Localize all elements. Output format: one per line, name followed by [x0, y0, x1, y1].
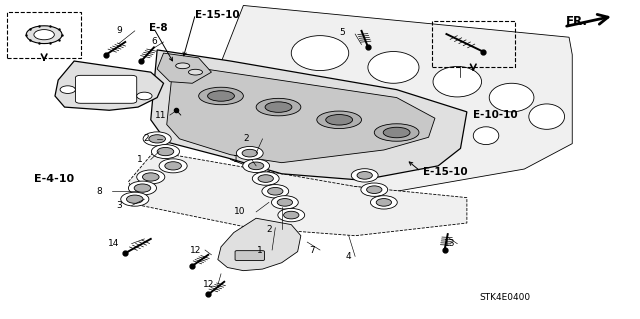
- Text: 11: 11: [155, 111, 166, 120]
- Ellipse shape: [434, 110, 462, 129]
- Ellipse shape: [256, 98, 301, 116]
- Circle shape: [134, 184, 151, 192]
- Circle shape: [252, 172, 279, 185]
- Ellipse shape: [273, 131, 296, 147]
- Circle shape: [60, 86, 76, 93]
- Ellipse shape: [383, 94, 411, 114]
- Text: E-8: E-8: [150, 23, 168, 33]
- Circle shape: [137, 92, 152, 100]
- Polygon shape: [157, 53, 211, 83]
- FancyBboxPatch shape: [76, 75, 137, 103]
- Ellipse shape: [317, 111, 362, 129]
- Circle shape: [357, 172, 372, 179]
- Circle shape: [277, 198, 292, 206]
- Ellipse shape: [326, 115, 353, 125]
- Polygon shape: [151, 50, 467, 180]
- Text: 3: 3: [116, 201, 122, 210]
- Text: E-4-10: E-4-10: [34, 174, 74, 183]
- Text: 1: 1: [233, 155, 239, 164]
- Ellipse shape: [368, 51, 419, 83]
- Text: E-15-10: E-15-10: [195, 10, 240, 20]
- Ellipse shape: [296, 110, 319, 126]
- Text: E-10-10: E-10-10: [473, 110, 518, 120]
- Circle shape: [129, 181, 157, 195]
- Text: 4: 4: [346, 252, 351, 261]
- Text: 5: 5: [339, 28, 345, 37]
- Text: 8: 8: [97, 187, 102, 196]
- Text: 7: 7: [310, 246, 316, 255]
- Circle shape: [127, 195, 143, 203]
- Circle shape: [361, 183, 388, 196]
- Circle shape: [262, 185, 289, 198]
- Circle shape: [242, 149, 257, 157]
- Circle shape: [152, 145, 179, 159]
- Text: 14: 14: [108, 239, 120, 248]
- Circle shape: [143, 173, 159, 181]
- Ellipse shape: [291, 36, 349, 70]
- Text: FR.: FR.: [566, 15, 588, 28]
- Ellipse shape: [266, 152, 285, 167]
- Circle shape: [159, 159, 187, 173]
- Circle shape: [243, 159, 269, 173]
- Polygon shape: [129, 152, 467, 236]
- Text: 10: 10: [234, 207, 246, 216]
- Polygon shape: [218, 5, 572, 191]
- Text: STK4E0400: STK4E0400: [479, 293, 531, 302]
- Ellipse shape: [433, 66, 481, 97]
- Ellipse shape: [265, 102, 292, 112]
- Ellipse shape: [383, 127, 410, 138]
- Circle shape: [149, 135, 166, 143]
- Bar: [7, 12, 81, 58]
- Ellipse shape: [489, 83, 534, 112]
- Ellipse shape: [175, 63, 189, 69]
- Text: 1: 1: [137, 155, 143, 164]
- Circle shape: [258, 175, 273, 182]
- Circle shape: [137, 170, 165, 184]
- Text: E-15-10: E-15-10: [424, 167, 468, 177]
- Ellipse shape: [310, 79, 342, 100]
- Ellipse shape: [473, 127, 499, 145]
- Polygon shape: [218, 218, 301, 271]
- Ellipse shape: [198, 87, 243, 105]
- FancyBboxPatch shape: [235, 251, 264, 261]
- Text: 2: 2: [244, 134, 250, 143]
- Circle shape: [121, 192, 149, 206]
- Text: 12: 12: [202, 280, 214, 289]
- Text: 13: 13: [444, 239, 456, 248]
- Ellipse shape: [374, 124, 419, 141]
- Circle shape: [268, 188, 283, 195]
- Text: 9: 9: [116, 26, 122, 35]
- Circle shape: [157, 147, 173, 156]
- Text: 1: 1: [257, 246, 262, 255]
- Ellipse shape: [188, 69, 202, 75]
- Circle shape: [278, 208, 305, 222]
- Ellipse shape: [529, 104, 564, 129]
- Circle shape: [34, 30, 54, 40]
- Circle shape: [376, 198, 392, 206]
- Text: 2: 2: [266, 225, 272, 234]
- Circle shape: [271, 196, 298, 209]
- Polygon shape: [55, 61, 164, 110]
- Circle shape: [165, 162, 181, 170]
- Circle shape: [143, 132, 172, 146]
- Circle shape: [367, 186, 382, 194]
- Circle shape: [26, 26, 62, 44]
- Text: 12: 12: [190, 246, 201, 255]
- Circle shape: [248, 162, 264, 170]
- Circle shape: [284, 211, 299, 219]
- Ellipse shape: [207, 91, 234, 101]
- Circle shape: [351, 169, 378, 182]
- Circle shape: [236, 146, 263, 160]
- Bar: [432, 21, 515, 67]
- Polygon shape: [167, 64, 435, 163]
- Text: 6: 6: [151, 38, 157, 47]
- Text: 2: 2: [143, 134, 149, 143]
- Circle shape: [371, 196, 397, 209]
